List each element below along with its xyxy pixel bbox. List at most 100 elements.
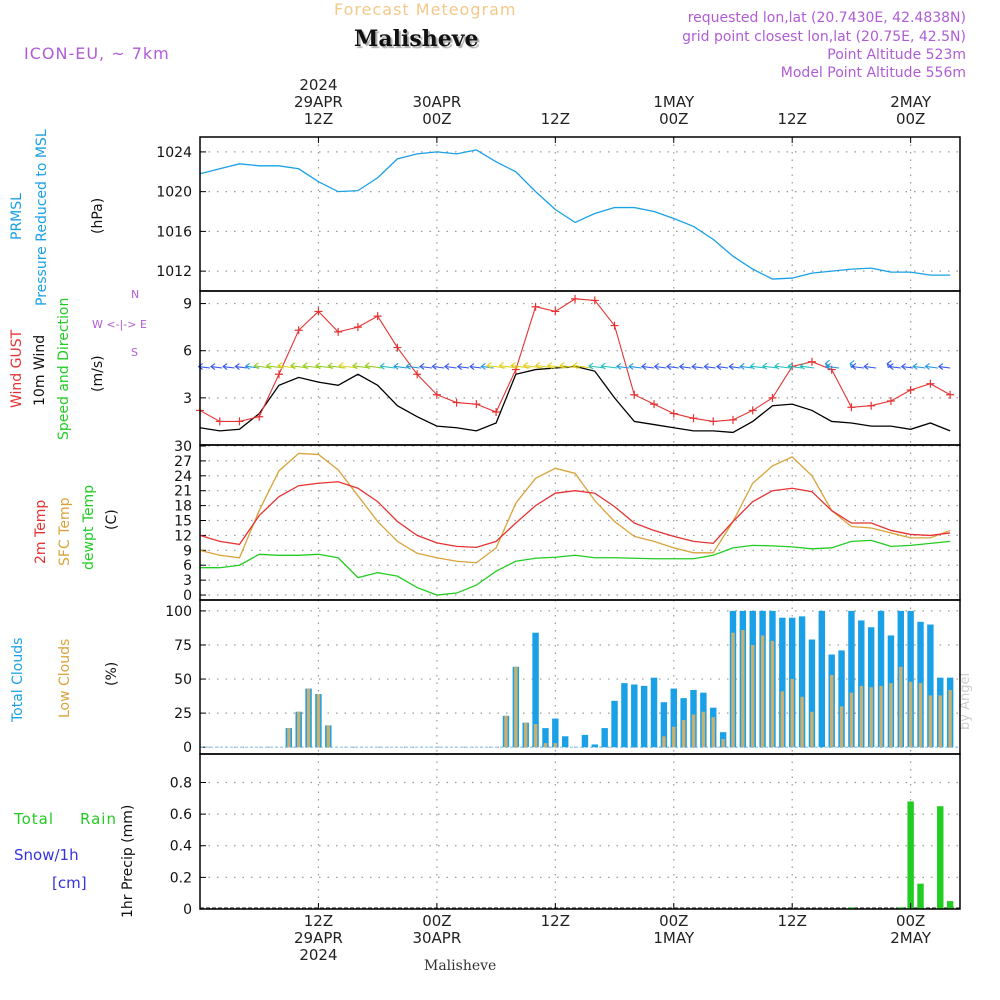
wind-arrow	[535, 364, 556, 369]
y-tick-label: 1012	[156, 264, 192, 280]
compass-s: S	[131, 346, 138, 359]
low-cloud-bar	[938, 695, 942, 748]
wind-arrow-head	[469, 363, 475, 371]
low-cloud-bar	[543, 743, 548, 748]
low-cloud-bar	[691, 714, 696, 748]
total-cloud-bar	[779, 617, 786, 748]
low-cloud-bar	[928, 695, 933, 748]
wind-arrow-head	[210, 363, 216, 371]
total-cloud-bar	[798, 616, 806, 748]
total-cloud-bar	[631, 684, 638, 748]
wind-arrow	[704, 366, 716, 369]
model-label: ICON-EU, ~ 7km	[24, 44, 170, 63]
gust-marker	[255, 412, 264, 421]
wind-arrow-head	[761, 362, 768, 370]
total-cloud-bar	[848, 610, 855, 748]
compass-we: W <-|-> E	[92, 318, 147, 331]
precip-total-label: Total	[14, 810, 55, 828]
y-tick-label: 12	[174, 528, 192, 544]
gust-marker	[373, 312, 382, 321]
time-tick-label: 2MAY	[890, 93, 932, 111]
wind-arrow-head	[825, 362, 831, 370]
wind-arrow-head	[444, 363, 450, 370]
gust-marker	[630, 390, 639, 399]
wind-arrow-head	[912, 362, 918, 370]
wind-arrow	[716, 366, 729, 369]
wind-arrow-head	[393, 362, 399, 370]
gust-marker	[215, 417, 224, 426]
wind-arrow	[420, 365, 433, 369]
wind-arrow-head	[498, 362, 504, 370]
wind-arrow-head	[774, 362, 780, 370]
gust-marker	[590, 296, 599, 305]
time-tick-label: 1MAY	[653, 93, 695, 111]
y-tick-label: 0	[183, 740, 192, 756]
low-cloud-bar	[889, 683, 893, 748]
low-cloud-bar	[790, 679, 794, 748]
time-tick-label: 12Z	[540, 110, 570, 128]
wind-arrow	[800, 365, 815, 369]
wind-arrow-head	[253, 362, 259, 370]
y-tick-label: 27	[174, 454, 192, 470]
chart-subtitle: Forecast Meteogram	[334, 0, 517, 19]
total-cloud-bar	[670, 688, 677, 748]
wind-arrow-head	[749, 362, 755, 370]
low-cloud-bar	[524, 722, 528, 748]
time-tick-label: 2MAY	[890, 929, 932, 947]
gust-marker	[906, 386, 915, 394]
wind-arrow-head	[787, 362, 793, 370]
time-tick-label: 00Z	[659, 912, 689, 930]
gust-marker	[413, 370, 422, 379]
wind-arrow-head	[900, 363, 906, 370]
wind-arrow	[589, 365, 605, 369]
low-cloud-bar	[760, 635, 765, 748]
y-tick-label: 3	[183, 391, 192, 407]
gust-marker	[926, 379, 935, 388]
wind-arrow	[641, 365, 655, 369]
y-tick-label: 75	[174, 638, 192, 654]
time-tick-label: 29APR	[294, 93, 343, 111]
point-altitude: Point Altitude 523m	[827, 47, 966, 63]
panel-frame	[199, 599, 961, 755]
total-cloud-bar	[877, 610, 885, 748]
wind-arrow	[666, 365, 679, 369]
rain-bar	[917, 883, 924, 909]
wind-arrow	[223, 365, 235, 369]
wind-arrow-head	[628, 362, 634, 370]
gust-marker	[610, 321, 619, 330]
wind-arrow-head	[456, 363, 463, 371]
wind-arrow-head	[352, 362, 358, 370]
total-cloud-bar	[650, 677, 658, 748]
low-cloud-bar	[662, 736, 666, 748]
low-cloud-bar	[751, 644, 755, 748]
low-cloud-bar	[859, 685, 864, 748]
low-cloud-bar	[849, 692, 854, 748]
time-tick-label: 12Z	[303, 110, 334, 128]
gust-marker	[531, 302, 540, 311]
wind-arrow-head	[888, 363, 894, 370]
low-cloud-bar	[829, 674, 834, 748]
y-tick-label: 9	[183, 543, 192, 559]
wind-arrow-head	[534, 362, 541, 369]
y-tick-label: 1024	[156, 145, 192, 161]
wind-arrow	[788, 365, 803, 369]
wind-arrow-head	[510, 362, 516, 369]
rain-bar	[897, 907, 904, 909]
gust-marker	[492, 408, 501, 416]
wind-arrow-head	[850, 363, 857, 370]
y-tick-label: 18	[174, 499, 192, 515]
wind-arrow	[601, 365, 618, 369]
time-tick-label: 1MAY	[653, 929, 695, 947]
wind-gust-line	[199, 298, 951, 422]
wind-arrow-head	[937, 363, 944, 371]
total-cloud-bar	[581, 734, 589, 748]
temp-dewpt-line	[200, 539, 951, 596]
low-cloud-bar	[514, 666, 518, 748]
wind-arrow-head	[653, 363, 660, 370]
wind-arrow	[235, 365, 247, 369]
wind-arrow-head	[197, 363, 203, 371]
wind-arrow	[692, 366, 704, 369]
grid-coords: grid point closest lon,lat (20.75E, 42.5…	[682, 29, 966, 45]
wind-arrow-head	[277, 362, 283, 370]
y-tick-label: 100	[165, 604, 192, 620]
